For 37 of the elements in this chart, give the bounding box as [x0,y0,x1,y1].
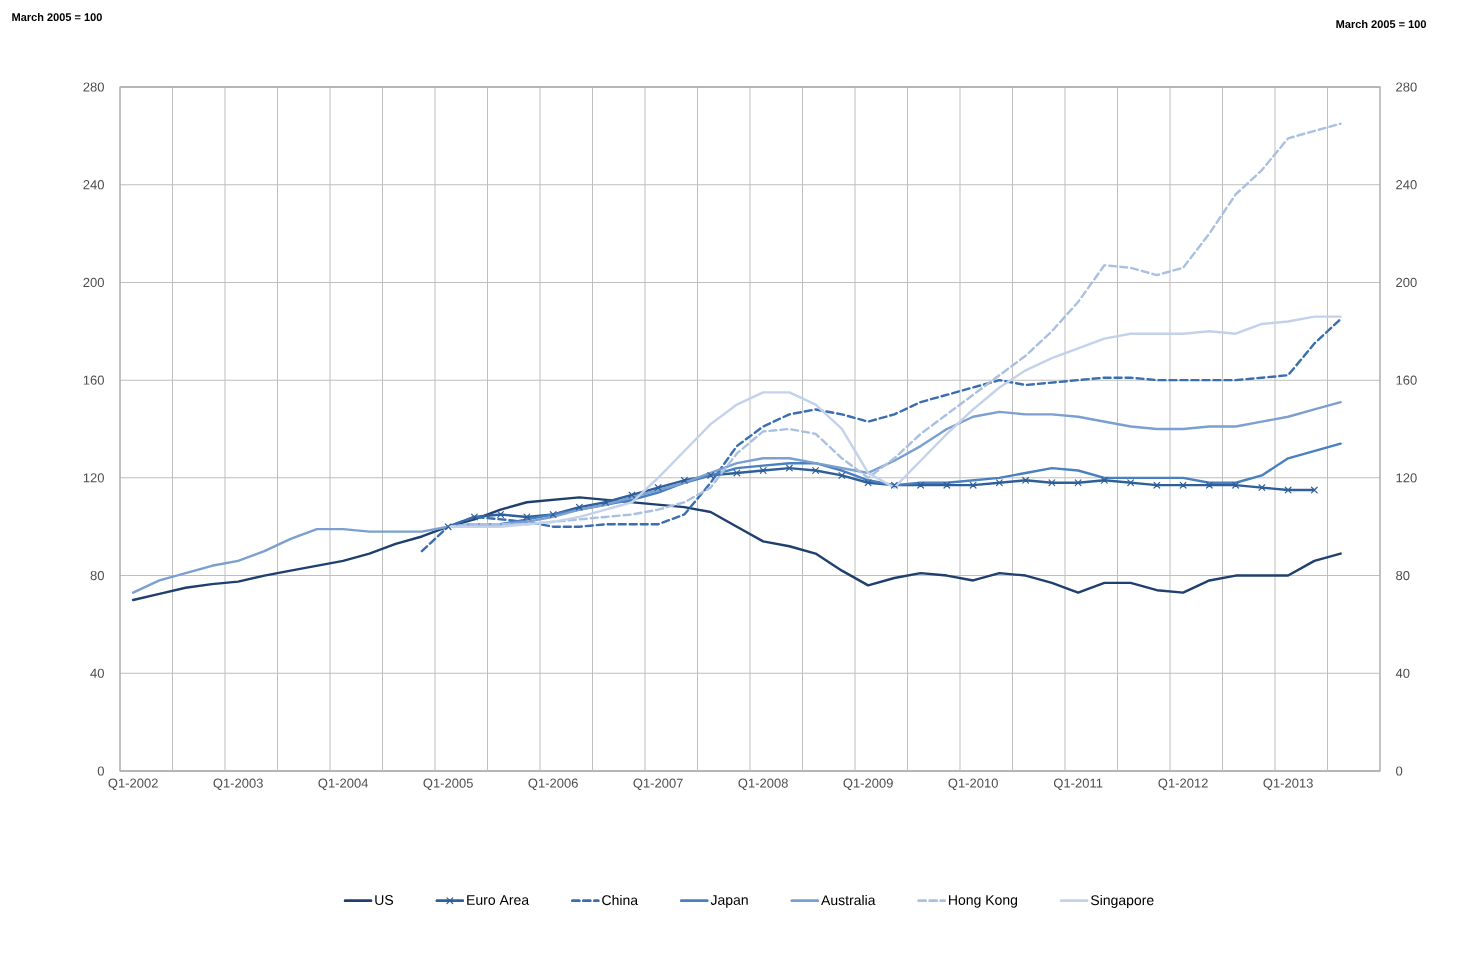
legend-label: Hong Kong [949,895,1018,908]
y-tick-label: 240 [83,180,104,190]
y2-tick-label: 240 [1396,180,1417,190]
x-tick-label: Q1-2006 [528,778,578,791]
x-tick-label: Q1-2010 [948,778,998,791]
legend-label: Euro Area [467,895,530,905]
y2-tick-label: 0 [1396,766,1403,776]
y-tick-label: 40 [90,668,104,678]
text: March 2005 = 100 [1336,19,1426,29]
y2-tick-label: 40 [1395,668,1410,678]
legend-label: Australia [821,894,876,906]
y-tick-label: 160 [83,375,104,385]
y2-tick-label: 200 [1396,277,1417,288]
x-tick-label: Q1-2007 [633,778,683,791]
y-tick-label: 280 [83,82,104,92]
legend-label: Japan [710,895,748,908]
y2-tick-label: 160 [1396,375,1417,385]
x-tick-label: Q1-2002 [108,778,158,791]
x-tick-label: Q1-2011 [1053,778,1103,791]
y-tick-label: 200 [83,277,104,288]
x-tick-label: Q1-2008 [738,778,788,791]
x-tick-label: Q1-2012 [1158,778,1208,791]
y-tick-label: 80 [90,570,104,581]
y-tick-label: 120 [83,473,104,483]
x-tick-label: Q1-2005 [423,778,473,791]
legend-label: Singapore [1090,894,1154,908]
x-tick-label: Q1-2013 [1263,778,1313,791]
y-tick-label: 0 [97,766,104,776]
y2-tick-label: 120 [1396,473,1417,483]
x-tick-label: Q1-2004 [318,778,369,791]
x-tick-label: Q1-2003 [213,778,263,791]
text: March 2005 = 100 [12,12,102,22]
y2-tick-label: 80 [1396,570,1410,581]
legend-label: China [602,894,639,906]
legend-label: US [375,895,394,905]
x-tick-label: Q1-2009 [843,778,893,791]
y2-tick-label: 280 [1396,82,1417,92]
